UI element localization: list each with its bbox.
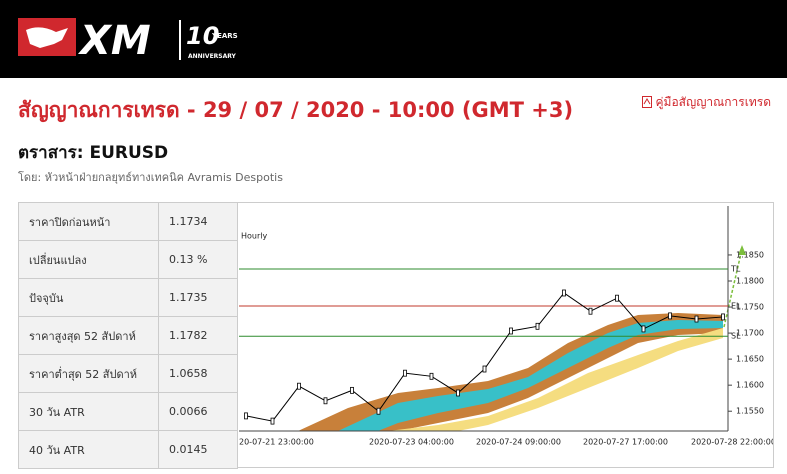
level-label: TL (730, 265, 741, 274)
x-tick-label: 2020-07-27 17:00:00 (583, 438, 668, 447)
label-cell: 30 วัน ATR (18, 392, 159, 431)
instrument: ตราสาร: EURUSD (18, 143, 169, 163)
anniversary-number: 10 (186, 22, 219, 50)
bull-icon (26, 27, 68, 48)
author: โดย: หัวหน้าฝ่ายกลยุทธ์ทางเทคนิค Avramis… (18, 171, 283, 184)
candle (588, 307, 593, 315)
anniversary-word: ANNIVERSARY (188, 53, 237, 60)
label-cell: ราคาสูงสุด 52 สัปดาห์ (18, 316, 159, 355)
y-tick-label: 1.1800 (736, 277, 764, 286)
value-cell: 0.0145 (158, 430, 238, 469)
logo-text: XM (77, 18, 151, 64)
x-tick-label: 2020-07-23 04:00:00 (369, 438, 454, 447)
candle (429, 372, 434, 380)
x-tick-label: 2020-07-24 09:00:00 (476, 438, 561, 447)
label-cell: ราคาต่ำสุด 52 สัปดาห์ (18, 354, 159, 393)
candle (615, 294, 619, 302)
label-cell: ปัจจุบัน (18, 278, 159, 317)
page-title: สัญญาณการเทรด - 29 / 07 / 2020 - 10:00 (… (18, 98, 574, 122)
level-label: SL (731, 332, 741, 341)
candle (376, 407, 381, 415)
label-cell: 40 วัน ATR (18, 430, 159, 469)
arrow-head (738, 245, 746, 255)
band-yellow (388, 328, 723, 431)
candle (641, 325, 646, 333)
candle (456, 389, 460, 397)
candle (323, 397, 328, 405)
candle (270, 417, 275, 425)
value-cell: 1.0658 (158, 354, 238, 393)
band-teal (338, 320, 723, 431)
label-cell: ราคาปิดก่อนหน้า (18, 202, 159, 241)
candle (721, 313, 725, 321)
value-cell: 1.1782 (158, 316, 238, 355)
candle (535, 322, 540, 330)
table-row: ราคาปิดก่อนหน้า 1.1734 (18, 202, 238, 241)
y-tick-label: 1.1700 (736, 329, 764, 338)
chart-title: Hourly (241, 232, 267, 241)
y-tick-label: 1.1650 (736, 355, 764, 364)
y-tick-label: 1.1550 (736, 407, 764, 416)
y-tick-label: 1.1600 (736, 381, 764, 390)
candle (694, 315, 699, 323)
table-row: 40 วัน ATR 0.0145 (18, 430, 238, 469)
target-arrow (723, 248, 743, 328)
y-tick-label: 1.1750 (736, 303, 764, 312)
guide-text[interactable]: คู่มือสัญญาณการเทรด (655, 95, 772, 109)
x-tick-label: 2020-07-28 22:00:00 (691, 438, 774, 447)
x-tick-label: 20-07-21 23:00:00 (239, 438, 314, 447)
value-cell: 0.13 % (158, 240, 238, 279)
table-row: เปลี่ยนแปลง 0.13 % (18, 240, 238, 279)
table-row: ราคาต่ำสุด 52 สัปดาห์ 1.0658 (18, 354, 238, 393)
label-cell: เปลี่ยนแปลง (18, 240, 159, 279)
value-cell: 0.0066 (158, 392, 238, 431)
candle (403, 369, 407, 377)
candle (668, 312, 672, 320)
candle (562, 289, 566, 297)
level-label: EL (731, 302, 741, 311)
value-cell: 1.1735 (158, 278, 238, 317)
anniversary-years: YEARS (211, 32, 238, 40)
pdf-icon (641, 96, 652, 108)
y-tick-label: 1.1850 (736, 250, 764, 259)
table-row: 30 วัน ATR 0.0066 (18, 392, 238, 431)
header-bar: XM 10 YEARS ANNIVERSARY (0, 0, 787, 78)
value-cell: 1.1734 (158, 202, 238, 241)
table-row: ปัจจุบัน 1.1735 (18, 278, 238, 317)
candle (509, 327, 513, 335)
logo[interactable]: XM 10 YEARS ANNIVERSARY (0, 0, 260, 78)
candle (350, 386, 354, 394)
candle (482, 365, 487, 373)
candle (297, 382, 301, 390)
guide-link[interactable]: คู่มือสัญญาณการเทรด (641, 93, 772, 112)
stats-table: ราคาปิดก่อนหน้า 1.1734 เปลี่ยนแปลง 0.13 % ปั… (18, 202, 238, 469)
candle (244, 412, 248, 420)
chart: Hourly 1.1850 1.1800 1.1750 1.1700 1.1650 1.1… (237, 202, 774, 468)
table-row: ราคาสูงสุด 52 สัปดาห์ 1.1782 (18, 316, 238, 355)
